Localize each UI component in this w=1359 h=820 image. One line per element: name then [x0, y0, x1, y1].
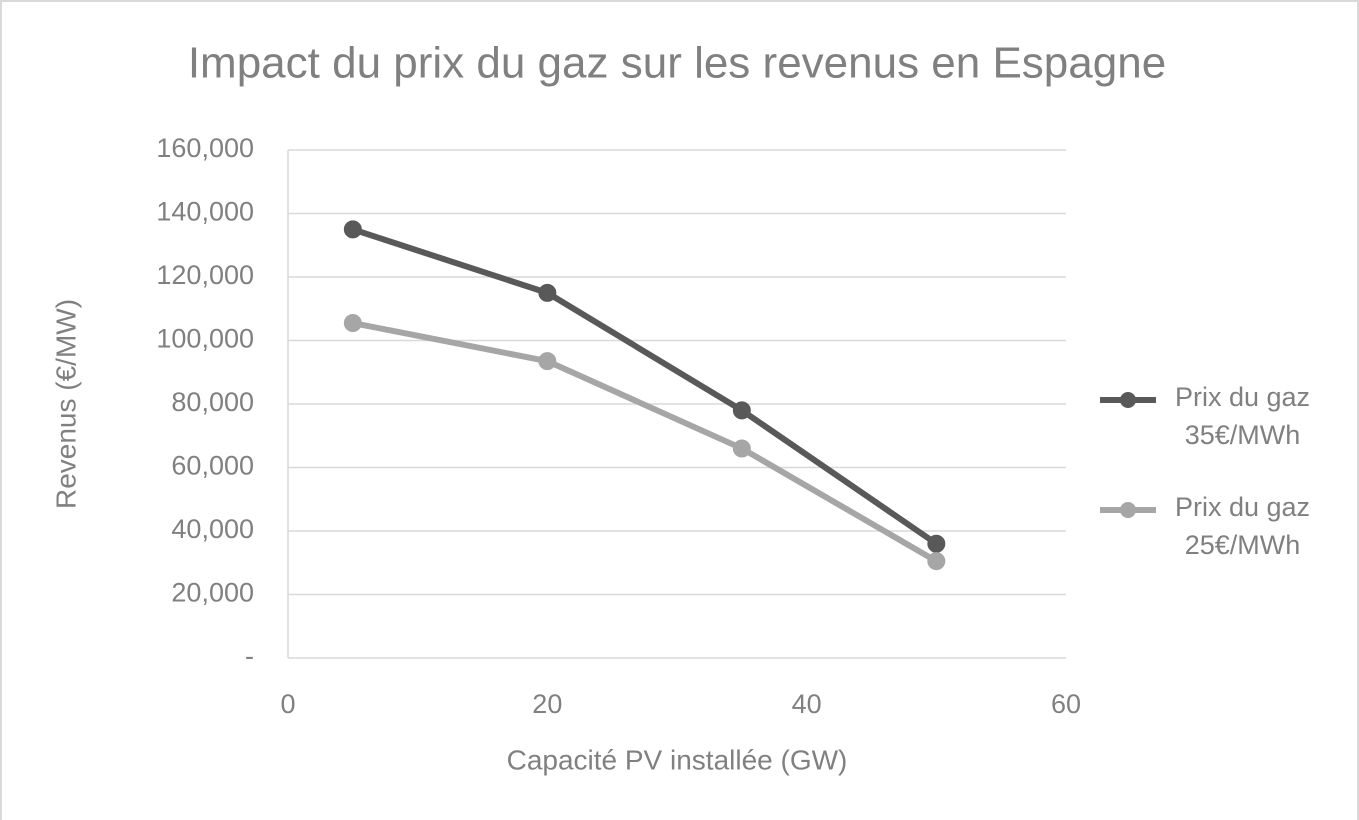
- x-tick-label: 0: [280, 689, 295, 719]
- y-tick-label: 100,000: [156, 324, 254, 354]
- y-tick-label: 120,000: [156, 260, 254, 290]
- marker: [732, 439, 751, 458]
- y-tick-label: 40,000: [171, 514, 254, 544]
- chart-title: Impact du prix du gaz sur les revenus en…: [188, 39, 1166, 88]
- marker: [732, 401, 751, 420]
- legend-label: Prix du gaz 35€/MWh: [1174, 382, 1311, 450]
- marker: [927, 534, 946, 553]
- marker: [538, 283, 557, 302]
- series-line: [351, 226, 939, 547]
- y-tick-label: 60,000: [171, 451, 254, 481]
- x-axis-title: Capacité PV installée (GW): [507, 744, 848, 775]
- marker: [538, 352, 557, 371]
- series-line: [352, 320, 938, 564]
- x-tick-label: 20: [532, 689, 562, 719]
- marker: [343, 220, 362, 239]
- y-tick-label: -: [245, 641, 254, 671]
- legend-item: Prix du gaz 25€/MWh: [1174, 492, 1311, 560]
- legend-marker: [1120, 392, 1136, 408]
- legend-item: Prix du gaz 35€/MWh: [1174, 382, 1311, 450]
- y-axis-title: Revenus (€/MW): [50, 299, 81, 509]
- y-tick-label: 80,000: [171, 387, 254, 417]
- y-tick-label: 160,000: [156, 133, 254, 163]
- legend-label: Prix du gaz 25€/MWh: [1174, 492, 1311, 560]
- marker: [927, 552, 946, 571]
- legend-marker: [1120, 502, 1136, 518]
- x-tick-label: 60: [1051, 689, 1081, 719]
- y-tick-label: 140,000: [156, 197, 254, 227]
- marker: [343, 314, 362, 333]
- x-tick-label: 40: [792, 689, 822, 719]
- y-tick-label: 20,000: [171, 578, 254, 608]
